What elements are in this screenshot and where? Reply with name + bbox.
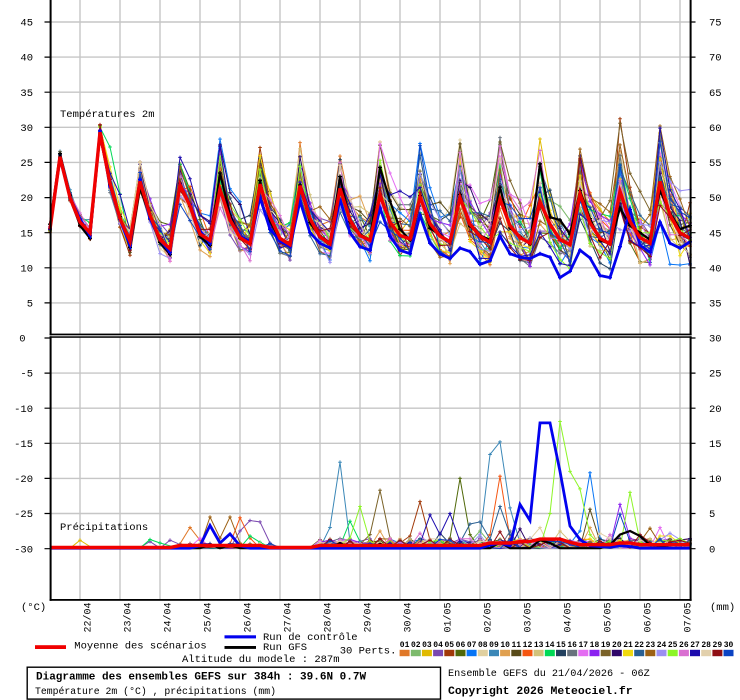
- svg-text:45: 45: [709, 228, 722, 240]
- svg-text:45: 45: [20, 18, 33, 30]
- svg-text:21: 21: [623, 641, 633, 650]
- svg-text:07: 07: [467, 641, 477, 650]
- svg-text:08: 08: [478, 641, 488, 650]
- svg-text:15: 15: [709, 439, 722, 451]
- svg-text:05/05: 05/05: [603, 603, 615, 633]
- svg-text:-5: -5: [20, 369, 33, 381]
- svg-text:5: 5: [709, 509, 715, 521]
- svg-text:01/05: 01/05: [443, 603, 455, 633]
- svg-text:25: 25: [668, 641, 678, 650]
- svg-text:10: 10: [500, 641, 510, 650]
- svg-text:Précipitations: Précipitations: [60, 522, 148, 534]
- svg-text:20: 20: [709, 404, 722, 416]
- svg-text:Run GFS: Run GFS: [263, 642, 307, 654]
- svg-text:30: 30: [709, 334, 722, 346]
- svg-text:35: 35: [20, 88, 33, 100]
- svg-text:30: 30: [724, 641, 734, 650]
- svg-text:12: 12: [523, 641, 533, 650]
- svg-text:22: 22: [634, 641, 644, 650]
- svg-text:Température 2m (°C) , précipit: Température 2m (°C) , précipitations (mm…: [35, 686, 276, 697]
- svg-text:25: 25: [20, 158, 33, 170]
- svg-text:06: 06: [456, 641, 466, 650]
- svg-text:-10: -10: [14, 404, 33, 416]
- svg-text:30: 30: [20, 123, 33, 135]
- svg-text:01: 01: [400, 641, 410, 650]
- svg-text:40: 40: [709, 263, 722, 275]
- svg-text:03/05: 03/05: [523, 603, 535, 633]
- svg-text:16: 16: [567, 641, 577, 650]
- svg-text:75: 75: [709, 18, 722, 30]
- svg-text:(mm): (mm): [710, 602, 735, 614]
- svg-text:05: 05: [444, 641, 454, 650]
- svg-text:0: 0: [709, 544, 715, 556]
- svg-text:27: 27: [690, 641, 700, 650]
- svg-text:Diagramme des ensembles GEFS s: Diagramme des ensembles GEFS sur 384h : …: [36, 672, 366, 684]
- svg-text:04/05: 04/05: [563, 603, 575, 633]
- svg-text:07/05: 07/05: [683, 603, 695, 633]
- svg-text:29: 29: [713, 641, 723, 650]
- svg-text:23: 23: [646, 641, 656, 650]
- svg-text:70: 70: [709, 53, 722, 65]
- svg-text:20: 20: [612, 641, 622, 650]
- svg-text:17: 17: [579, 641, 589, 650]
- svg-text:-20: -20: [14, 474, 33, 486]
- svg-text:06/05: 06/05: [643, 603, 655, 633]
- svg-text:11: 11: [511, 641, 521, 650]
- svg-text:02: 02: [411, 641, 421, 650]
- svg-text:28: 28: [701, 641, 711, 650]
- svg-text:26: 26: [679, 641, 689, 650]
- svg-text:09: 09: [489, 641, 499, 650]
- svg-text:14: 14: [545, 641, 555, 650]
- svg-text:04: 04: [433, 641, 443, 650]
- svg-text:-15: -15: [14, 439, 33, 451]
- svg-text:55: 55: [709, 158, 722, 170]
- svg-text:03: 03: [422, 641, 432, 650]
- svg-text:40: 40: [20, 53, 33, 65]
- svg-text:25/04: 25/04: [203, 603, 215, 633]
- svg-text:28/04: 28/04: [323, 603, 335, 633]
- svg-text:10: 10: [709, 474, 722, 486]
- svg-text:26/04: 26/04: [243, 603, 255, 633]
- svg-text:15: 15: [556, 641, 566, 650]
- svg-text:60: 60: [709, 123, 722, 135]
- svg-text:23/04: 23/04: [123, 603, 135, 633]
- svg-text:35: 35: [709, 298, 722, 310]
- svg-text:19: 19: [601, 641, 611, 650]
- svg-text:-25: -25: [14, 509, 33, 521]
- svg-text:24/04: 24/04: [163, 603, 175, 633]
- svg-text:18: 18: [590, 641, 600, 650]
- svg-text:24: 24: [657, 641, 667, 650]
- svg-text:Run de contrôle: Run de contrôle: [263, 632, 358, 644]
- svg-text:10: 10: [20, 263, 33, 275]
- svg-text:25: 25: [709, 369, 722, 381]
- svg-text:Moyenne des scénarios: Moyenne des scénarios: [74, 641, 206, 653]
- svg-text:30/04: 30/04: [403, 603, 415, 633]
- svg-text:-30: -30: [14, 544, 33, 556]
- svg-text:50: 50: [709, 193, 722, 205]
- svg-text:65: 65: [709, 88, 722, 100]
- svg-text:5: 5: [27, 298, 33, 310]
- svg-text:Copyright 2026 Meteociel.fr: Copyright 2026 Meteociel.fr: [448, 686, 633, 698]
- svg-text:02/05: 02/05: [483, 603, 495, 633]
- svg-text:20: 20: [20, 193, 33, 205]
- svg-text:15: 15: [20, 228, 33, 240]
- svg-text:27/04: 27/04: [283, 603, 295, 633]
- svg-text:Altitude du modele : 287m: Altitude du modele : 287m: [182, 654, 340, 666]
- svg-text:22/04: 22/04: [83, 603, 95, 633]
- svg-text:Températures 2m: Températures 2m: [60, 109, 155, 121]
- svg-text:0: 0: [19, 334, 25, 346]
- svg-text:30 Perts.: 30 Perts.: [340, 646, 397, 658]
- svg-text:29/04: 29/04: [363, 603, 375, 633]
- svg-text:(°C): (°C): [21, 602, 46, 614]
- svg-text:Ensemble GEFS du 21/04/2026 -: Ensemble GEFS du 21/04/2026 - 06Z: [448, 668, 650, 680]
- svg-text:13: 13: [534, 641, 544, 650]
